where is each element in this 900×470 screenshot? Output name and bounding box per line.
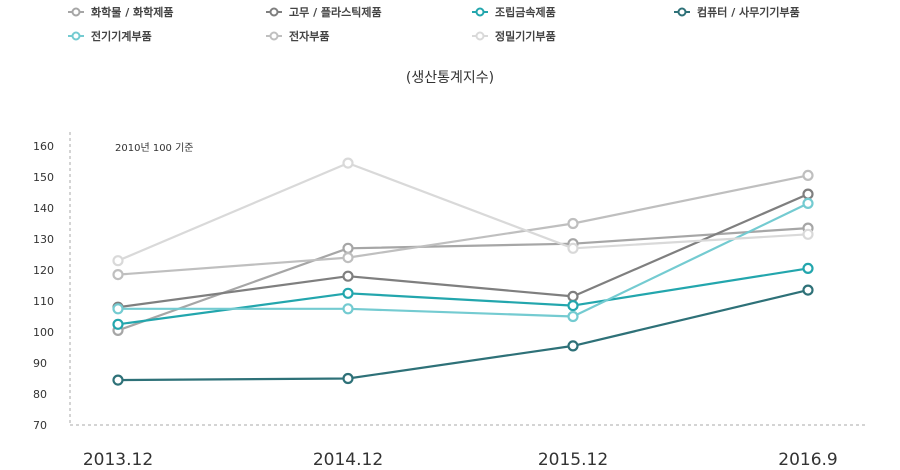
series	[112, 262, 814, 330]
legend-label: 전기기계부품	[91, 29, 152, 43]
x-tick-label: 2015.12	[538, 450, 608, 470]
legend-marker-icon	[71, 7, 81, 17]
data-point	[112, 318, 124, 330]
data-point	[567, 300, 579, 312]
data-point	[342, 372, 354, 385]
legend-marker-icon	[269, 7, 279, 17]
data-point	[112, 303, 124, 315]
y-tick-label: 80	[33, 388, 47, 401]
data-point	[342, 252, 354, 264]
data-point	[802, 284, 814, 296]
data-point	[567, 310, 579, 323]
legend-marker-icon	[475, 31, 485, 41]
axes: 70 80 90 100 110 120 130 140 150 160 2013.12 2014.1…	[33, 132, 865, 470]
legend-label: 전자부품	[289, 29, 329, 43]
chart-subtitle: (생산통계지수)	[406, 70, 494, 86]
data-point	[802, 169, 814, 181]
series-line	[117, 193, 809, 309]
y-tick-label: 100	[33, 326, 54, 339]
legend-label: 고무 / 플라스틱제품	[289, 5, 382, 19]
legend-item: 조립금속제품	[472, 5, 556, 19]
x-tick-label: 2016.9	[778, 450, 837, 470]
legend-marker-icon	[269, 31, 279, 41]
data-point	[567, 290, 579, 302]
data-point	[112, 255, 124, 267]
legend-item: 정밀기기부품	[472, 29, 556, 43]
legend-label: 조립금속제품	[495, 5, 556, 19]
y-tick-label: 110	[33, 295, 54, 308]
series-layer	[112, 157, 814, 386]
x-tick-label: 2014.12	[313, 450, 383, 470]
x-tick-label: 2013.12	[83, 450, 153, 470]
legend-item: 전기기계부품	[68, 29, 152, 43]
data-point	[112, 374, 124, 386]
data-point	[567, 217, 579, 230]
data-point	[342, 157, 354, 169]
legend-item: 전자부품	[266, 29, 329, 43]
legend-label: 컴퓨터 / 사무기기부품	[697, 5, 800, 19]
y-tick-label: 120	[33, 264, 54, 277]
legend: 화학물 / 화학제품 고무 / 플라스틱제품 조립금속제품 컴퓨터 / 사무기기부품전…	[68, 5, 800, 43]
data-point	[802, 197, 814, 209]
legend-marker-icon	[475, 7, 485, 17]
series-line	[117, 267, 809, 326]
series-line	[117, 289, 809, 382]
legend-label: 정밀기기부품	[495, 29, 556, 43]
legend-item: 화학물 / 화학제품	[68, 5, 174, 19]
y-tick-label: 140	[33, 202, 54, 215]
series	[112, 197, 814, 323]
y-tick-label: 90	[33, 357, 47, 370]
data-point	[342, 303, 354, 315]
chart-note: 2010년 100 기준	[115, 142, 194, 154]
legend-label: 화학물 / 화학제품	[91, 5, 174, 19]
legend-item: 고무 / 플라스틱제품	[266, 5, 382, 19]
series-line	[117, 227, 809, 332]
data-point	[342, 287, 354, 299]
series	[112, 284, 814, 386]
legend-item: 컴퓨터 / 사무기기부품	[674, 5, 800, 19]
data-point	[802, 228, 814, 240]
legend-marker-icon	[677, 7, 687, 17]
data-point	[802, 188, 814, 200]
series-line	[117, 174, 809, 276]
data-point	[112, 269, 124, 281]
series	[112, 157, 814, 267]
legend-marker-icon	[71, 31, 81, 41]
y-tick-label: 150	[33, 171, 54, 184]
series-line	[117, 162, 809, 262]
data-point	[567, 340, 579, 352]
y-tick-label: 160	[33, 140, 54, 153]
y-tick-label: 70	[33, 419, 47, 432]
data-point	[342, 242, 354, 254]
data-point	[342, 270, 354, 282]
data-point	[567, 242, 579, 254]
series-line	[118, 202, 809, 318]
y-tick-label: 130	[33, 233, 54, 246]
data-point	[802, 262, 814, 274]
series	[112, 169, 814, 281]
